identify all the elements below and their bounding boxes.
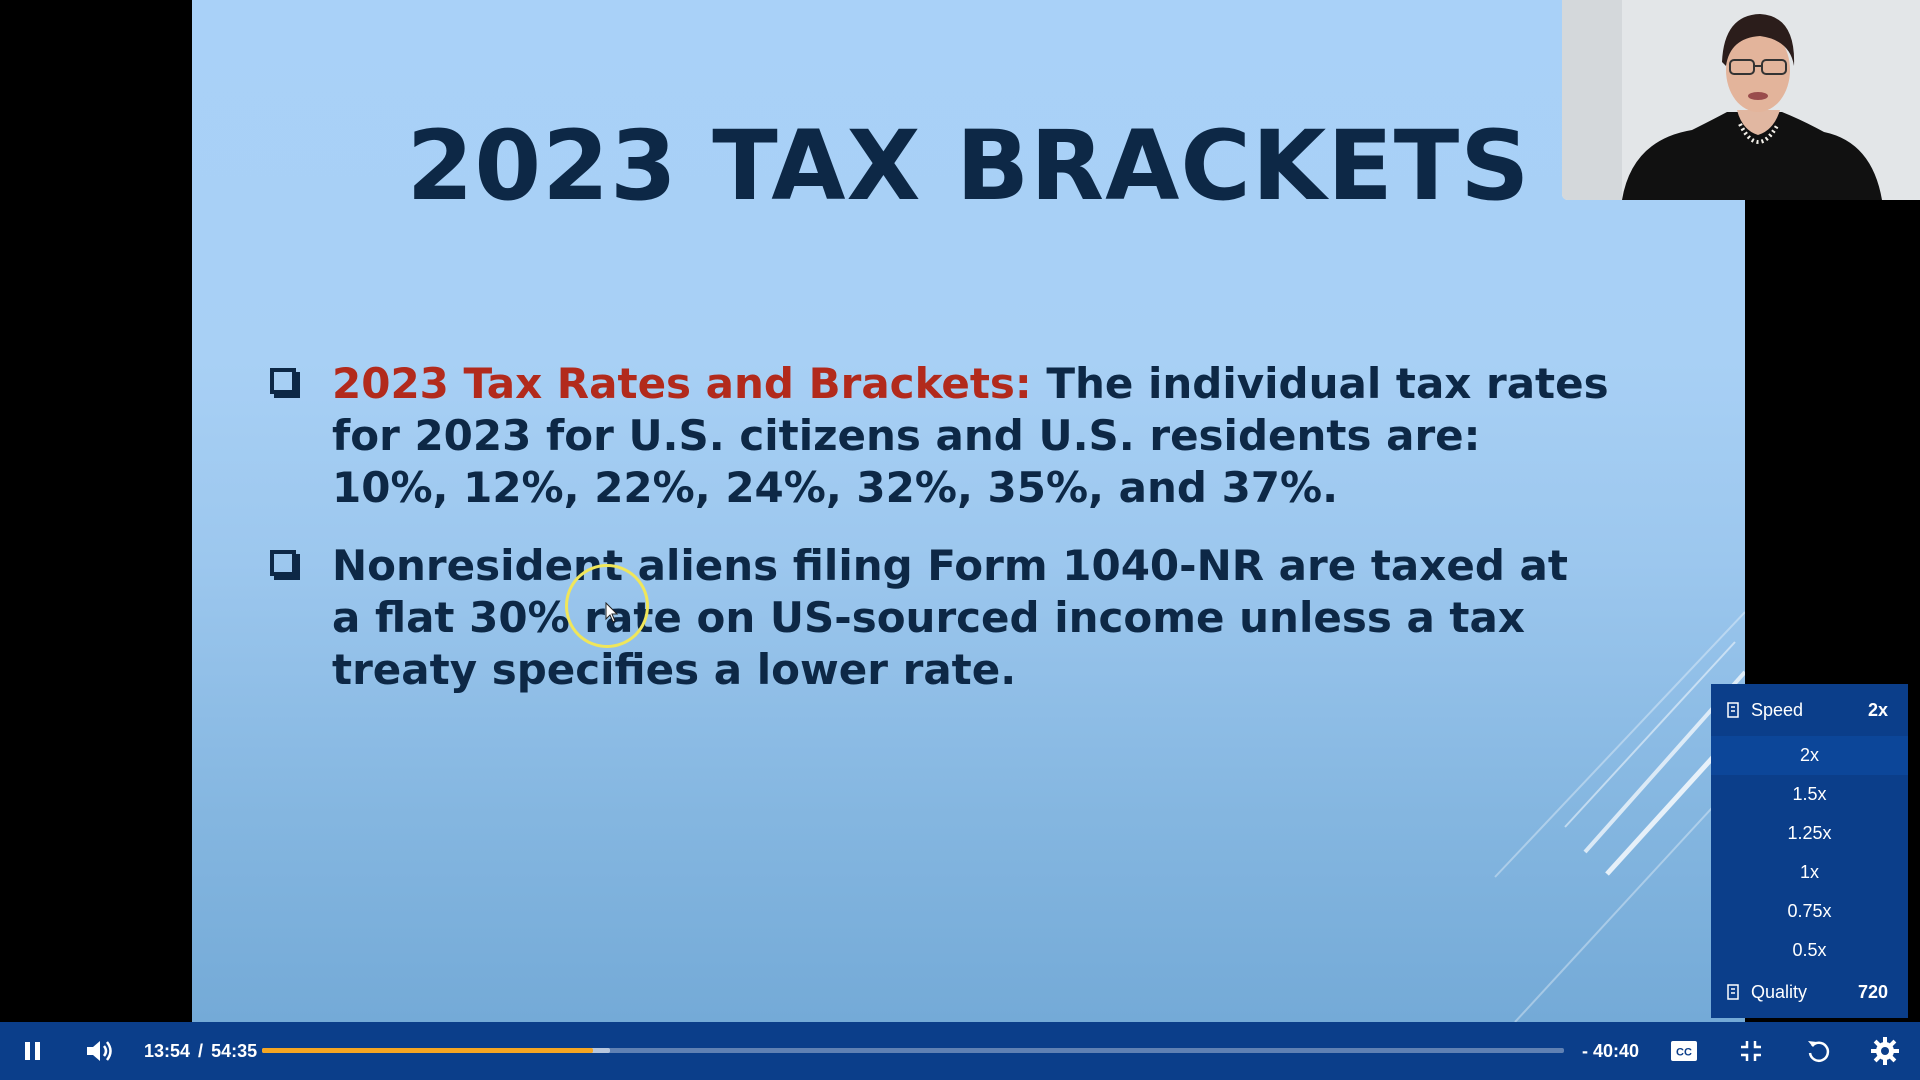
bullet-body: The individual tax rates for 2023 for U.…	[332, 359, 1609, 512]
progress-fill	[262, 1048, 594, 1053]
remaining-time: - 40:40	[1582, 1040, 1640, 1061]
bullet-body: Nonresident aliens filing Form 1040-NR a…	[332, 541, 1568, 694]
decorative-lines	[1494, 611, 1745, 1022]
captions-button[interactable]: CC	[1654, 1022, 1714, 1080]
speed-option[interactable]: 0.5x	[1792, 940, 1827, 960]
time-separator: /	[198, 1040, 204, 1061]
bullet-item: Nonresident aliens filing Form 1040-NR a…	[270, 540, 1610, 696]
gear-icon	[1871, 1037, 1899, 1065]
bullet-text: Nonresident aliens filing Form 1040-NR a…	[332, 540, 1610, 696]
bullet-list: 2023 Tax Rates and Brackets: The individ…	[270, 358, 1610, 722]
duration: 54:35	[211, 1040, 258, 1061]
speed-option[interactable]: 1.25x	[1787, 823, 1832, 843]
menu-item-icon	[1727, 984, 1739, 1000]
cursor-highlight-ring	[565, 564, 649, 648]
replay-icon	[1808, 1041, 1830, 1062]
checkbox-bullet-icon	[270, 368, 296, 394]
mouse-cursor-icon	[605, 602, 619, 623]
quality-value: 720	[1857, 981, 1888, 1002]
exit-fullscreen-button[interactable]	[1721, 1022, 1781, 1080]
volume-button[interactable]	[70, 1022, 130, 1080]
pause-button[interactable]	[3, 1022, 63, 1080]
settings-menu: Speed 2x 2x 1.5x 1.25x 1x 0.75x 0.5x Qua…	[1711, 684, 1908, 1018]
svg-text:CC: CC	[1676, 1047, 1692, 1059]
quality-label: Quality	[1751, 981, 1808, 1002]
speed-option[interactable]: 1x	[1799, 862, 1819, 882]
current-time: 13:54	[144, 1040, 191, 1061]
presenter-video-image	[1562, 0, 1920, 200]
checkbox-bullet-icon	[270, 550, 296, 576]
slide-title: 2023 TAX BRACKETS	[406, 110, 1531, 222]
exit-fullscreen-icon	[1741, 1041, 1761, 1061]
video-stage[interactable]: 2023 TAX BRACKETS 2023 Tax Rates and Bra…	[0, 0, 1920, 1022]
speed-value: 2x	[1867, 699, 1888, 720]
speed-option[interactable]: 1.5x	[1792, 784, 1827, 804]
speed-label: Speed	[1751, 699, 1804, 720]
pause-icon	[25, 1042, 40, 1060]
speed-option[interactable]: 0.75x	[1787, 901, 1832, 921]
webcam-overlay	[1562, 0, 1920, 200]
closed-captions-icon: CC	[1671, 1041, 1697, 1061]
replay-button[interactable]	[1789, 1022, 1849, 1080]
time-display: 13:54 / 54:35	[144, 1022, 257, 1080]
bullet-lead: 2023 Tax Rates and Brackets:	[332, 359, 1032, 408]
speed-menu-header[interactable]: Speed 2x	[1711, 684, 1908, 736]
volume-icon	[87, 1041, 112, 1061]
bullet-item: 2023 Tax Rates and Brackets: The individ…	[270, 358, 1610, 514]
bullet-text: 2023 Tax Rates and Brackets: The individ…	[332, 358, 1610, 514]
speed-option[interactable]: 2x	[1711, 736, 1908, 775]
settings-button[interactable]	[1855, 1022, 1915, 1080]
presentation-slide: 2023 TAX BRACKETS 2023 Tax Rates and Bra…	[192, 0, 1745, 1022]
quality-menu-item[interactable]: Quality 720	[1711, 966, 1908, 1018]
progress-bar[interactable]	[262, 1048, 1564, 1053]
menu-item-icon	[1727, 702, 1739, 718]
